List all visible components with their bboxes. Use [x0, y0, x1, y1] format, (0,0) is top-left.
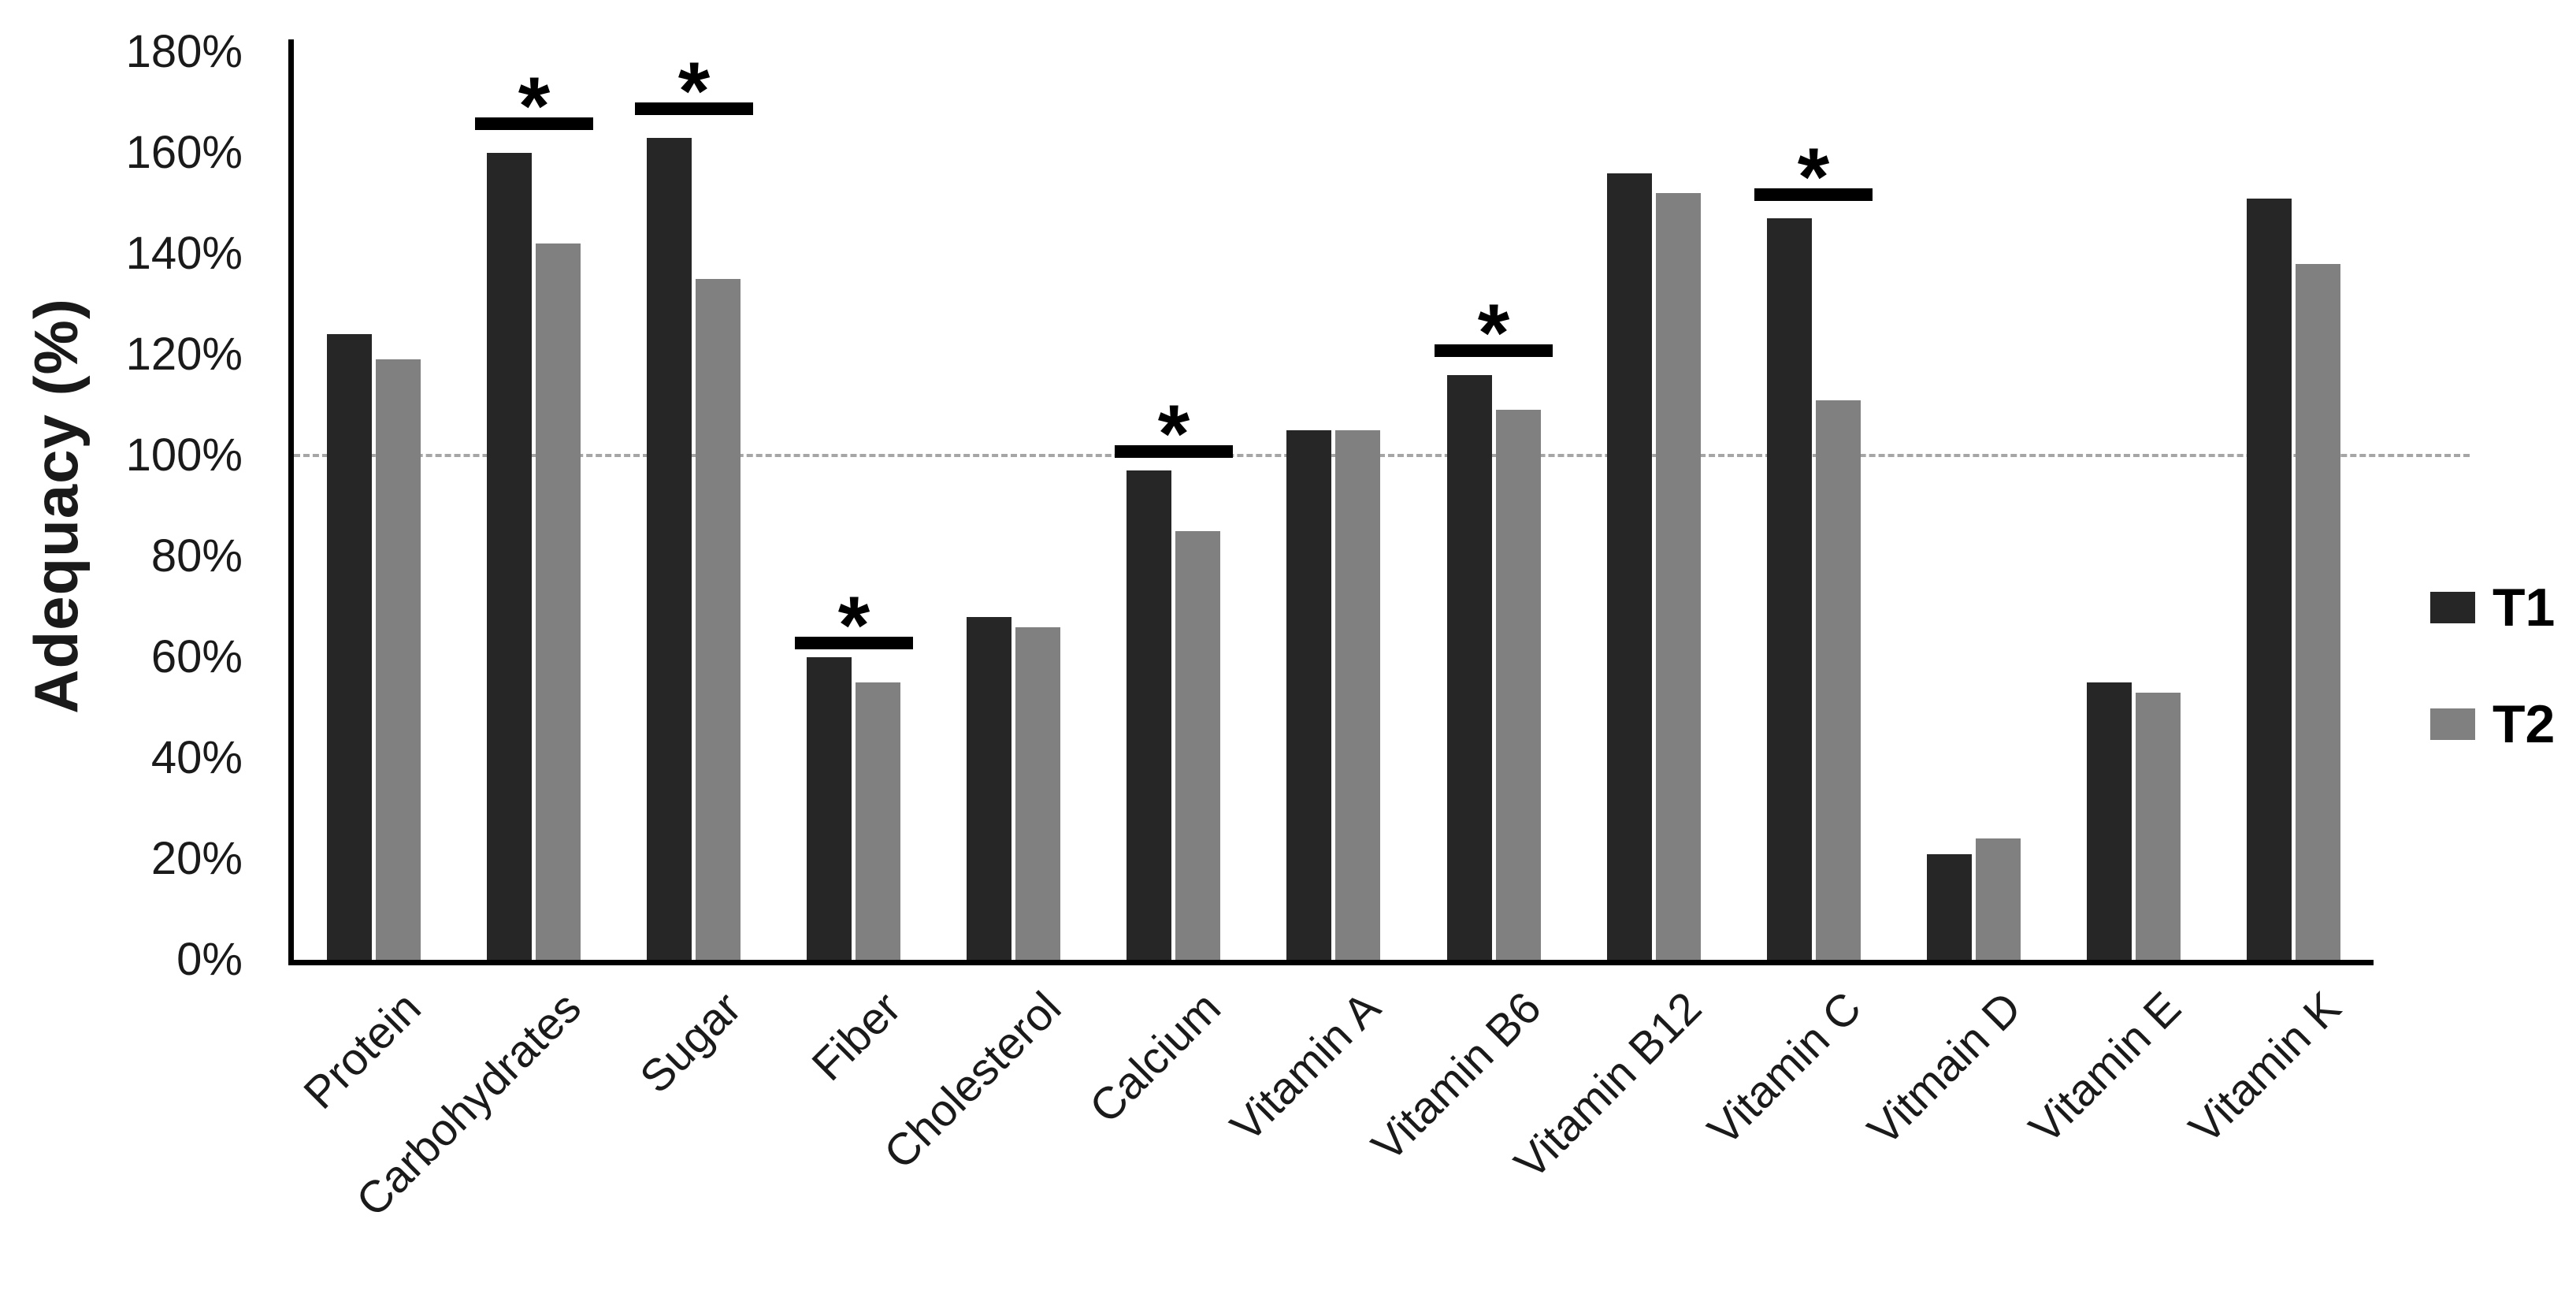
bar-t2-vitamin-a	[1335, 430, 1380, 960]
y-tick-label-180: 180%	[125, 26, 243, 77]
sig-asterisk-carbohydrates: *	[518, 61, 551, 152]
bar-t2-vitamin-e	[2136, 693, 2181, 960]
legend-label-t1: T1	[2492, 578, 2556, 638]
x-label-calcium: Calcium	[1080, 982, 1230, 1133]
bar-t2-vitamin-b6	[1496, 410, 1541, 960]
bar-t2-vitmain-d	[1976, 838, 2021, 960]
y-tick-label-80: 80%	[150, 530, 243, 582]
sig-asterisk-vitamin-c: *	[1797, 132, 1830, 223]
bar-t1-vitamin-b6	[1447, 375, 1492, 960]
x-label-vitamin-a: Vitamin A	[1221, 982, 1390, 1152]
reference-line-100-percent	[294, 454, 2470, 457]
bar-t1-vitamin-b12	[1607, 173, 1652, 960]
sig-line-fiber	[795, 637, 913, 649]
bar-t1-cholesterol	[967, 617, 1011, 960]
bar-t1-sugar	[647, 138, 692, 960]
x-label-fiber: Fiber	[802, 982, 911, 1091]
y-tick-label-60: 60%	[150, 631, 243, 682]
y-tick-label-100: 100%	[125, 429, 243, 481]
bar-t2-fiber	[856, 682, 900, 960]
bar-t1-vitamin-k	[2247, 199, 2292, 960]
sig-asterisk-calcium: *	[1157, 388, 1190, 480]
bar-t1-vitamin-a	[1286, 430, 1331, 960]
bar-t1-calcium	[1127, 470, 1171, 960]
x-label-sugar: Sugar	[630, 982, 751, 1103]
bar-t2-protein	[376, 359, 421, 960]
bar-t1-carbohydrates	[487, 153, 532, 960]
bar-t2-vitamin-b12	[1656, 193, 1701, 960]
bar-t1-protein	[327, 334, 372, 960]
y-axis-line	[288, 39, 294, 960]
legend-label-t2: T2	[2492, 694, 2556, 754]
bar-t1-vitmain-d	[1927, 854, 1972, 960]
legend-item-t2: T2	[2430, 697, 2555, 751]
y-tick-label-140: 140%	[125, 228, 243, 279]
sig-asterisk-sugar: *	[677, 46, 711, 137]
bar-t2-sugar	[696, 279, 741, 960]
y-tick-label-160: 160%	[125, 127, 243, 178]
x-axis-baseline	[288, 960, 2374, 965]
sig-asterisk-vitamin-b6: *	[1477, 288, 1510, 379]
sig-line-sugar	[635, 102, 753, 115]
bar-t2-vitamin-c	[1816, 400, 1861, 960]
bar-t2-calcium	[1175, 531, 1220, 960]
bar-t2-carbohydrates	[536, 243, 581, 960]
sig-line-vitamin-b6	[1435, 344, 1553, 357]
sig-line-carbohydrates	[475, 117, 593, 130]
y-tick-label-0: 0%	[176, 934, 243, 985]
x-label-vitamin-e: Vitamin E	[2019, 982, 2191, 1154]
sig-line-calcium	[1115, 445, 1233, 458]
legend-swatch-t1	[2430, 592, 2475, 623]
bar-t1-fiber	[807, 657, 852, 960]
legend-swatch-t2	[2430, 708, 2475, 740]
y-tick-label-40: 40%	[150, 732, 243, 783]
x-label-vitamin-c: Vitamin C	[1698, 982, 1871, 1155]
x-label-vitmain-d: Vitmain D	[1858, 982, 2031, 1155]
x-label-vitamin-k: Vitamin K	[2179, 982, 2351, 1154]
bar-t1-vitamin-e	[2087, 682, 2132, 960]
sig-line-vitamin-c	[1754, 188, 1873, 201]
bar-t1-vitamin-c	[1767, 218, 1812, 960]
legend-item-t1: T1	[2430, 581, 2555, 634]
sig-asterisk-fiber: *	[837, 580, 870, 671]
bar-t2-vitamin-k	[2296, 264, 2340, 960]
y-tick-label-120: 120%	[125, 329, 243, 380]
bar-t2-cholesterol	[1015, 627, 1060, 960]
x-label-protein: Protein	[294, 982, 431, 1119]
y-tick-label-20: 20%	[150, 833, 243, 884]
